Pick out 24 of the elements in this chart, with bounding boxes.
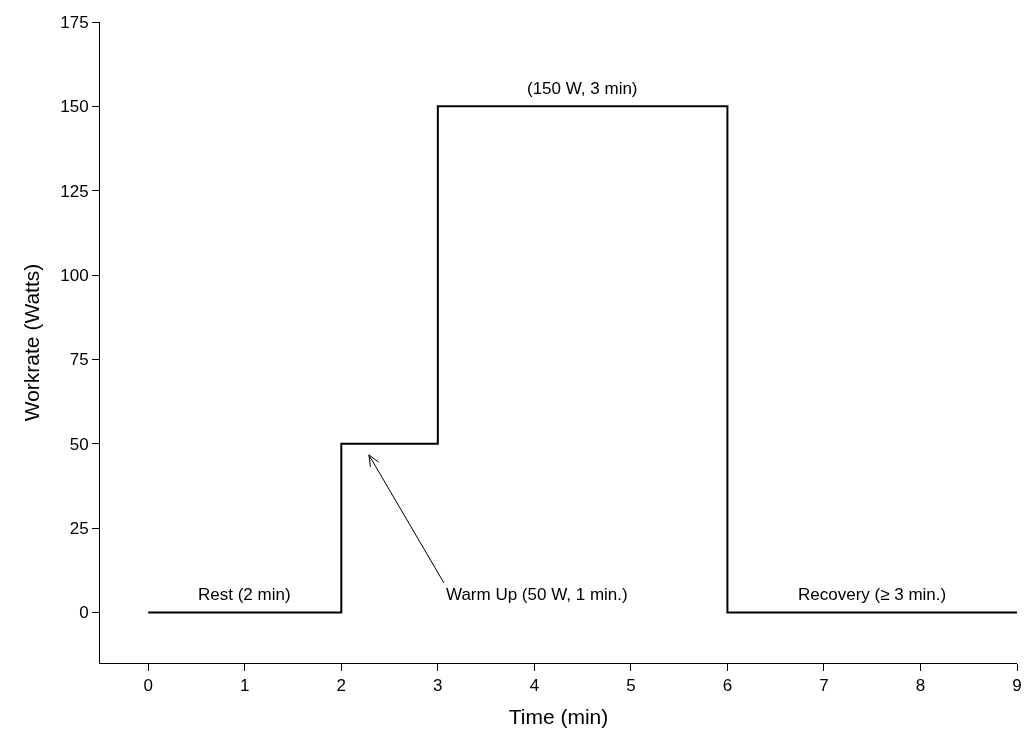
y-tick-label: 150 bbox=[60, 97, 89, 117]
y-tick-label: 100 bbox=[60, 265, 89, 285]
x-tick-label: 8 bbox=[915, 676, 926, 696]
x-tick-label: 2 bbox=[336, 676, 347, 696]
y-tick-label: 25 bbox=[69, 519, 89, 538]
x-tick-label: 1 bbox=[240, 676, 250, 696]
y-tick-label: 175 bbox=[60, 12, 89, 32]
annotation: Rest (2 min) bbox=[198, 585, 291, 604]
x-tick-label: 4 bbox=[529, 676, 540, 696]
y-tick-label: 50 bbox=[69, 434, 89, 454]
x-tick-label: 3 bbox=[433, 676, 443, 696]
x-tick-label: 7 bbox=[819, 676, 829, 696]
x-tick-label: 0 bbox=[143, 676, 153, 696]
y-tick-label: 75 bbox=[69, 350, 89, 370]
x-axis-title: Time (min) bbox=[508, 704, 609, 728]
y-axis-title: Workrate (Watts) bbox=[20, 263, 44, 422]
x-tick-label: 6 bbox=[722, 676, 733, 696]
annotation: Recovery (≥ 3 min.) bbox=[798, 585, 947, 604]
y-tick-label: 125 bbox=[60, 181, 89, 201]
y-tick-label: 0 bbox=[79, 603, 89, 623]
annotation: (150 W, 3 min) bbox=[527, 79, 638, 98]
x-tick-label: 9 bbox=[1012, 676, 1022, 696]
annotation: Warm Up (50 W, 1 min.) bbox=[446, 585, 628, 604]
x-tick-label: 5 bbox=[626, 676, 636, 696]
